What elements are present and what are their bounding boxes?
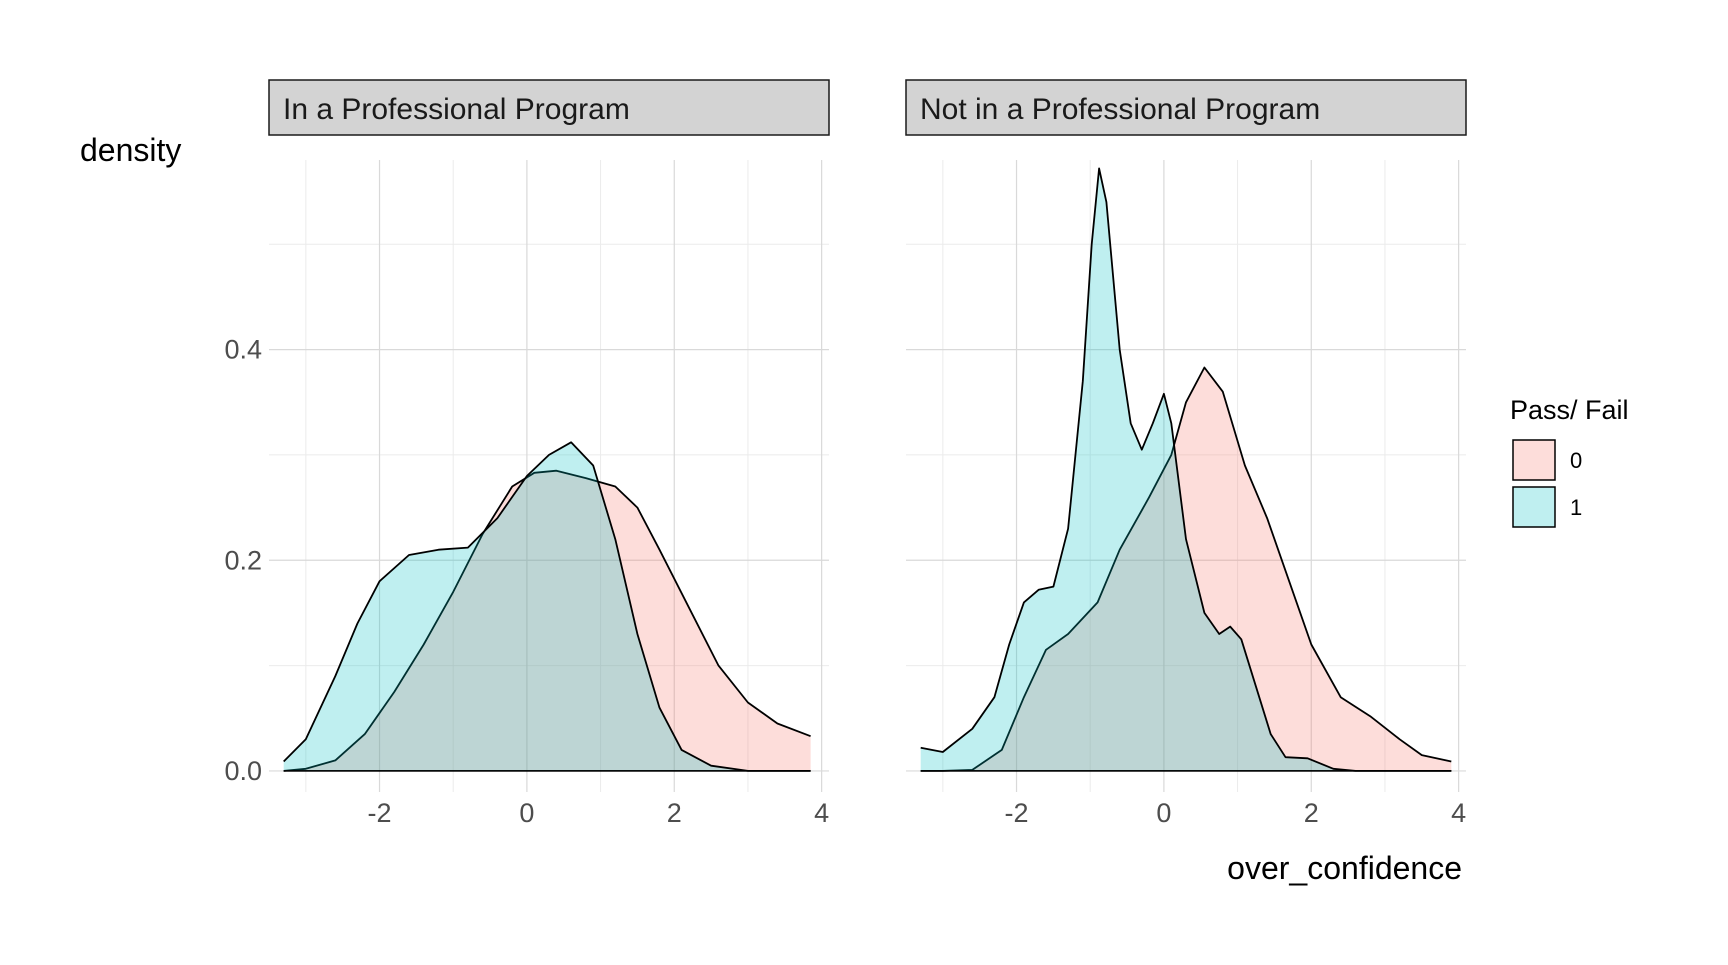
density-outline-1 [283, 441, 811, 772]
legend-key-0 [1512, 439, 1556, 481]
facet-strip-label: Not in a Professional Program [920, 93, 1320, 126]
x-tick-label: -2 [1005, 798, 1029, 828]
x-tick-label: 4 [1451, 798, 1466, 828]
x-tick-label: 0 [519, 798, 534, 828]
x-tick-label: 2 [667, 798, 682, 828]
density-outline-1 [920, 167, 1452, 772]
facet-strip-label: In a Professional Program [283, 93, 630, 126]
facet-panel: In a Professional Program -2 0 2 4 [268, 79, 830, 828]
x-axis-title: over_confidence [1227, 850, 1462, 886]
facet-strip [905, 79, 1467, 136]
legend: Pass/ Fail 0 1 [1510, 395, 1629, 528]
y-axis-title: density [80, 132, 181, 168]
legend-label: 0 [1570, 448, 1582, 473]
y-axis: 0.0 0.2 0.4 [224, 335, 262, 786]
y-tick-label: 0.2 [224, 545, 262, 575]
density-outline-0 [920, 366, 1452, 772]
x-tick-label: 2 [1304, 798, 1319, 828]
facet-strip [268, 79, 830, 136]
facet-panel: Not in a Professional Program -2 0 2 4 [905, 79, 1467, 828]
x-tick-label: 0 [1156, 798, 1171, 828]
legend-label: 1 [1570, 495, 1582, 520]
density-area-0 [920, 367, 1452, 771]
legend-key-1 [1512, 486, 1556, 528]
legend-title: Pass/ Fail [1510, 395, 1629, 425]
x-tick-label: -2 [368, 798, 392, 828]
x-tick-label: 4 [814, 798, 829, 828]
density-area-0 [283, 470, 811, 771]
y-tick-label: 0.4 [224, 335, 262, 365]
density-area-1 [283, 442, 811, 771]
density-outline-0 [283, 469, 811, 772]
y-tick-label: 0.0 [224, 756, 262, 786]
density-area-1 [920, 168, 1452, 771]
